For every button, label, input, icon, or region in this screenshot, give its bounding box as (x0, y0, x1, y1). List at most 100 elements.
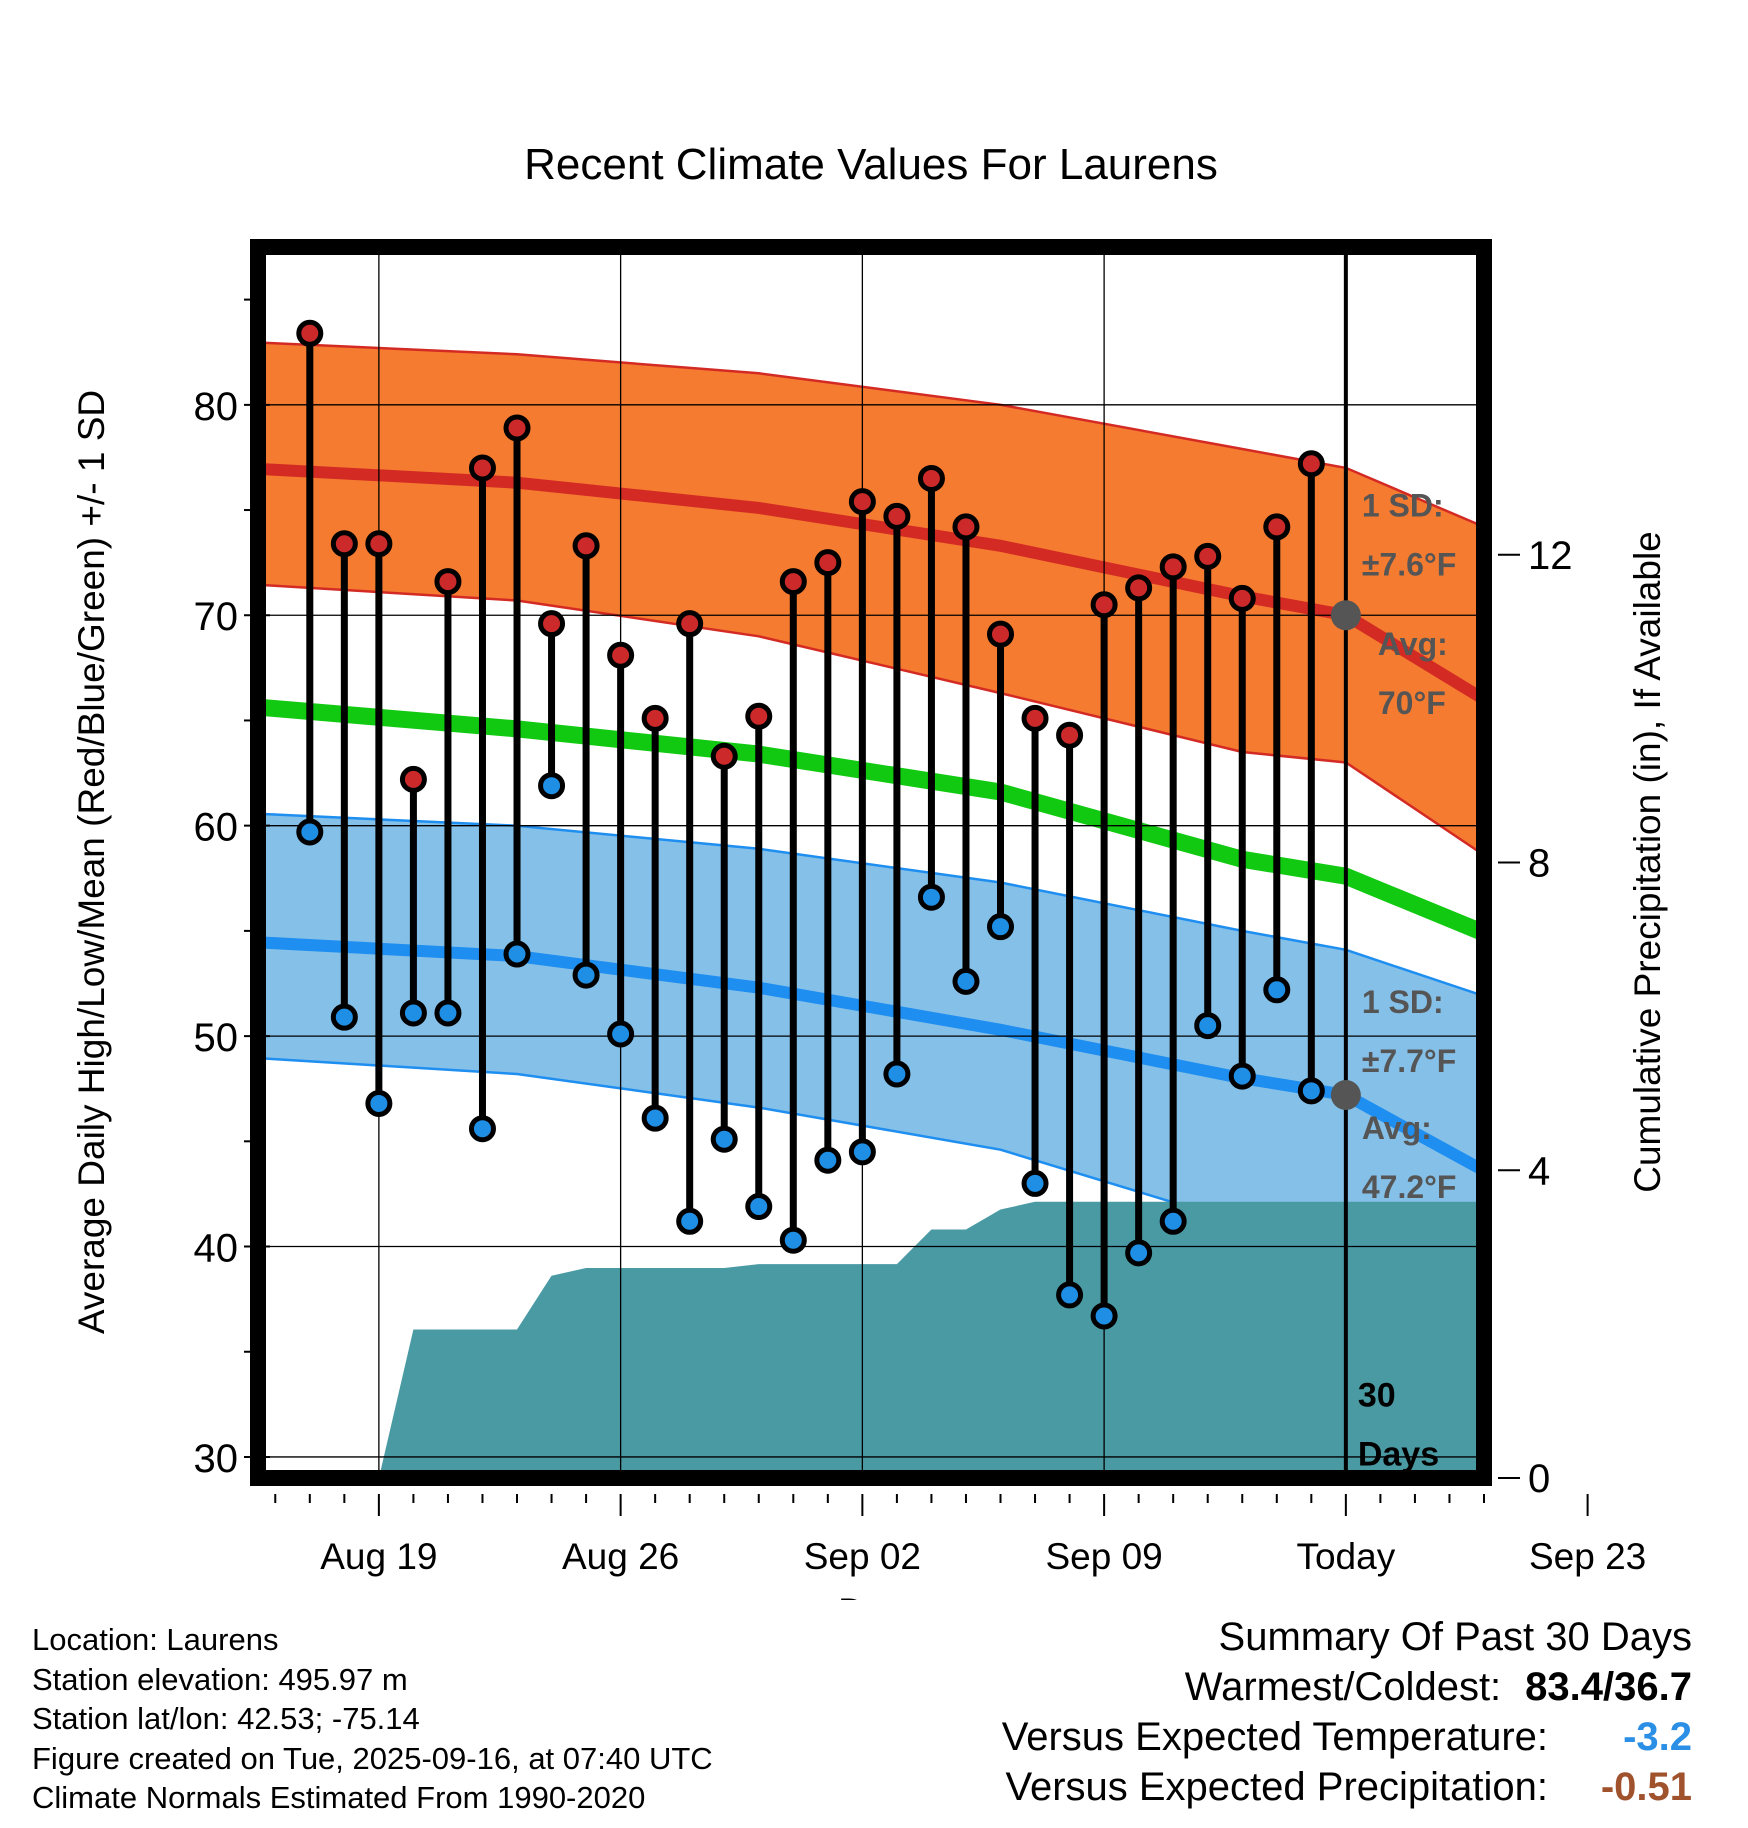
precip-area (378, 1201, 1484, 1478)
low-point (1125, 1239, 1153, 1267)
high-avg-marker (1330, 600, 1361, 631)
high-point (917, 464, 945, 492)
low-point (676, 1207, 704, 1235)
high-avg-value: 70°F (1378, 685, 1446, 721)
low-point (330, 1003, 358, 1031)
summary-temp: Versus Expected Temperature: -3.2 (1002, 1712, 1692, 1762)
x-tick-label: Aug 19 (320, 1536, 437, 1577)
high-point (1159, 553, 1187, 581)
high-sd-label: 1 SD: (1362, 487, 1444, 523)
low-point (952, 967, 980, 995)
x-tick-label: Today (1296, 1536, 1395, 1577)
low-avg-label: Avg: (1362, 1110, 1432, 1146)
chart-title: Recent Climate Values For Laurens (524, 140, 1218, 189)
low-point (365, 1089, 393, 1117)
low-point (399, 999, 427, 1027)
low-point (814, 1146, 842, 1174)
low-point (1194, 1012, 1222, 1040)
y2-tick-label: 12 (1528, 534, 1573, 578)
low-sd-band (258, 813, 1484, 1304)
high-point (848, 488, 876, 516)
low-point (1159, 1207, 1187, 1235)
high-point (1194, 542, 1222, 570)
low-point (779, 1226, 807, 1254)
climate-chart: 1 SD: ±7.6°F Avg: 70°F 1 SD: ±7.7°F Avg: 47.2°F… (71, 140, 1668, 1600)
precip-label: Versus Expected Precipitation: (1005, 1765, 1548, 1809)
high-point (330, 530, 358, 558)
high-sd-band (258, 342, 1484, 856)
high-point (503, 414, 531, 442)
plot-frame (250, 239, 1492, 1486)
high-point (1056, 721, 1084, 749)
high-point (952, 513, 980, 541)
precip-value: -0.51 (1600, 1765, 1692, 1809)
summary-panel: Summary Of Past 30 Days Warmest/Coldest:… (1002, 1612, 1692, 1812)
y-tick-label: 80 (194, 385, 239, 429)
x-tick-label: Sep 02 (804, 1536, 921, 1577)
low-point (917, 883, 945, 911)
warm-cold-label: Warmest/Coldest: (1184, 1665, 1502, 1709)
station-info: Location: Laurens Station elevation: 495… (32, 1620, 713, 1818)
info-created: Figure created on Tue, 2025-09-16, at 07… (32, 1740, 713, 1776)
x-tick-label: Sep 09 (1045, 1536, 1162, 1577)
y-tick-label: 60 (194, 806, 239, 850)
high-point (814, 549, 842, 577)
high-point (1090, 591, 1118, 619)
low-point (1090, 1302, 1118, 1330)
high-point (1228, 584, 1256, 612)
y-tick-label: 50 (194, 1016, 239, 1060)
summary-warm-cold: Warmest/Coldest: 83.4/36.7 (1002, 1662, 1692, 1712)
high-point (779, 568, 807, 596)
high-point (1297, 450, 1325, 478)
high-point (468, 454, 496, 482)
x-tick-label: Sep 23 (1529, 1536, 1646, 1577)
plot-area: 1 SD: ±7.6°F Avg: 70°F 1 SD: ±7.7°F Avg: 47.2°F… (258, 247, 1484, 1478)
high-point (710, 742, 738, 770)
y2-tick-label: 0 (1528, 1457, 1550, 1501)
low-avg-value: 47.2°F (1362, 1169, 1457, 1205)
low-point (1056, 1281, 1084, 1309)
info-elevation: Station elevation: 495.97 m (32, 1661, 408, 1697)
y-tick-label: 30 (194, 1437, 239, 1481)
low-point (641, 1104, 669, 1132)
high-point (641, 704, 669, 732)
high-point (1263, 513, 1291, 541)
low-point (503, 940, 531, 968)
low-point (1263, 976, 1291, 1004)
low-point (1297, 1077, 1325, 1105)
high-point (676, 610, 704, 638)
summary-precip: Versus Expected Precipitation: -0.51 (1002, 1762, 1692, 1812)
info-location: Location: Laurens (32, 1622, 279, 1657)
low-point (468, 1115, 496, 1143)
summary-title: Summary Of Past 30 Days (1218, 1615, 1692, 1659)
low-point (1021, 1169, 1049, 1197)
ticks (244, 298, 1589, 1516)
y-axis-label: Average Daily High/Low/Mean (Red/Blue/Gr… (71, 390, 112, 1334)
low-point (987, 913, 1015, 941)
x-tick-label: Aug 26 (562, 1536, 679, 1577)
days-count-label: 30 (1358, 1376, 1396, 1414)
low-sd-value: ±7.7°F (1362, 1043, 1456, 1079)
temp-value: -3.2 (1623, 1715, 1692, 1759)
high-point (987, 620, 1015, 648)
y2-tick-label: 8 (1528, 842, 1550, 886)
high-point (883, 502, 911, 530)
high-point (607, 641, 635, 669)
y2-axis-label: Cumulative Precipitation (in), If Availa… (1627, 531, 1668, 1193)
low-point (745, 1193, 773, 1221)
high-point (745, 702, 773, 730)
high-point (434, 568, 462, 596)
info-normals: Climate Normals Estimated From 1990-2020 (32, 1780, 646, 1815)
low-point (848, 1138, 876, 1166)
high-point (399, 765, 427, 793)
low-point (710, 1125, 738, 1153)
temp-label: Versus Expected Temperature: (1001, 1715, 1548, 1759)
x-axis-label: Day (838, 1591, 904, 1600)
info-latlon: Station lat/lon: 42.53; -75.14 (32, 1701, 420, 1736)
high-point (1021, 704, 1049, 732)
high-point (1125, 574, 1153, 602)
low-point (538, 772, 566, 800)
y2-tick-label: 4 (1528, 1149, 1550, 1193)
high-point (538, 610, 566, 638)
high-point (572, 532, 600, 560)
